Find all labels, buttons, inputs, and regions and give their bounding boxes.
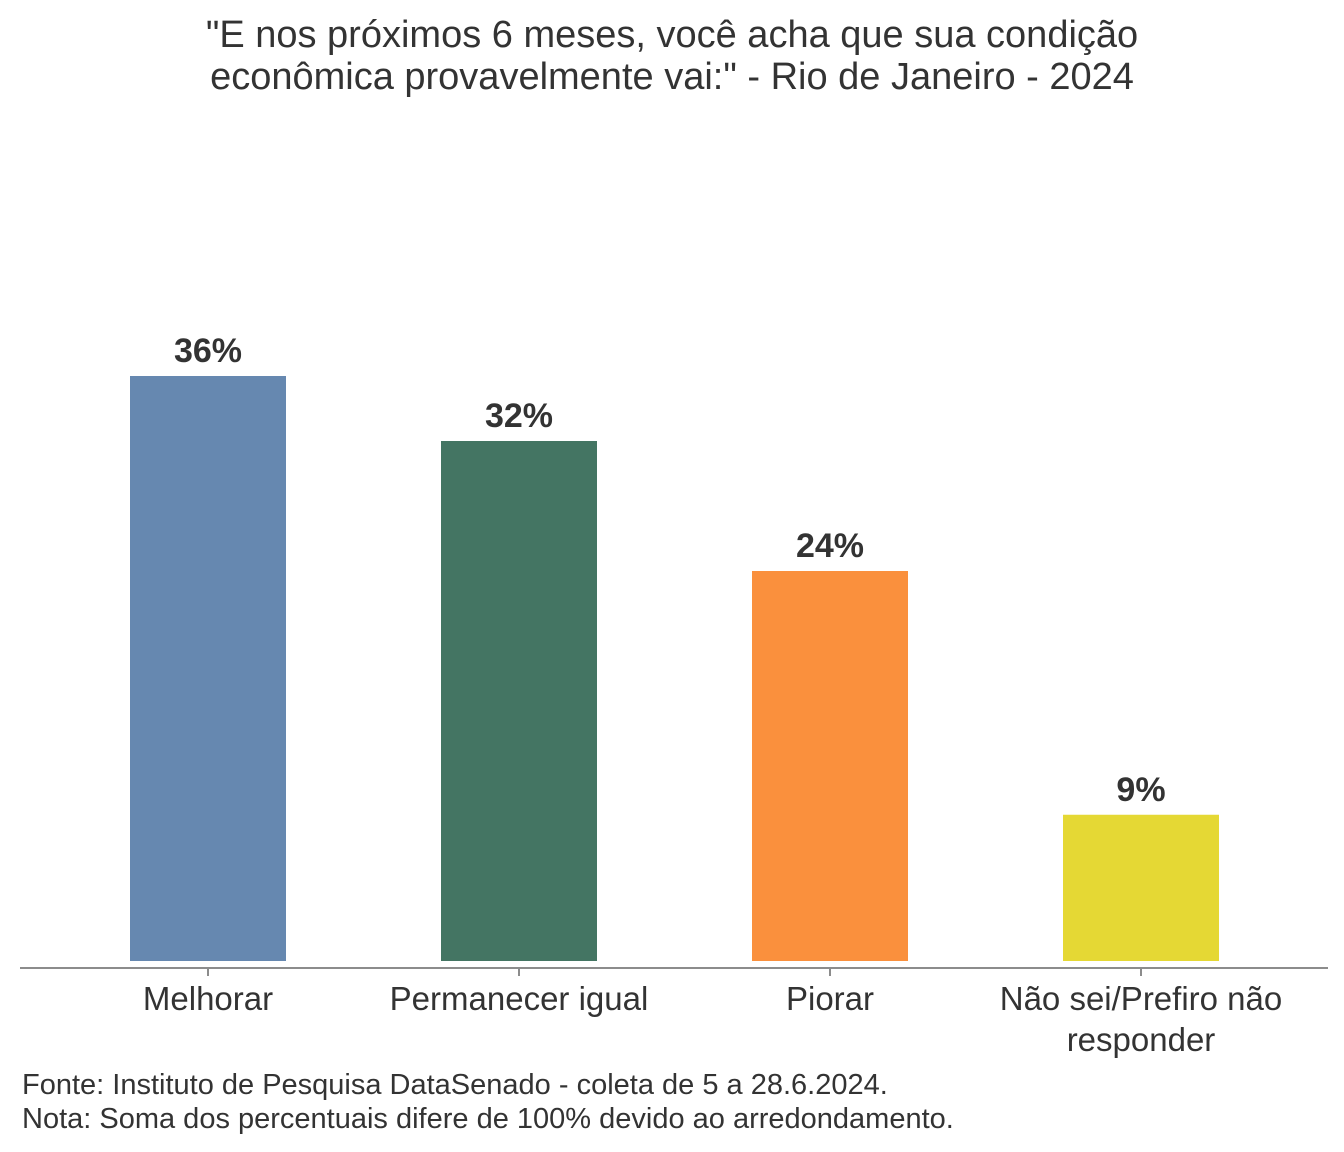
x-tick-label: Melhorar	[143, 980, 273, 1017]
bar	[441, 441, 597, 961]
x-tick-label: Permanecer igual	[390, 980, 649, 1017]
bar-value-label: 24%	[796, 527, 864, 565]
x-tick-label: Não sei/Prefiro não	[1000, 980, 1282, 1017]
chart-footer: Fonte: Instituto de Pesquisa DataSenado …	[22, 1068, 954, 1136]
x-tick-label: responder	[1067, 1021, 1216, 1058]
source-text: Fonte: Instituto de Pesquisa DataSenado …	[22, 1069, 888, 1101]
bar-chart: "E nos próximos 6 meses, você acha que s…	[20, 14, 1328, 1058]
bar-value-label: 36%	[174, 332, 242, 370]
bar	[752, 571, 908, 961]
note-text: Nota: Soma dos percentuais difere de 100…	[22, 1103, 954, 1135]
bar	[1063, 814, 1219, 961]
bar-value-label: 32%	[485, 397, 553, 435]
bar-value-label: 9%	[1116, 771, 1165, 809]
bar	[130, 376, 286, 961]
x-tick-label: Piorar	[786, 980, 874, 1017]
chart-title-line: econômica provavelmente vai:" - Rio de J…	[210, 56, 1134, 98]
chart-title-line: "E nos próximos 6 meses, você acha que s…	[206, 14, 1138, 56]
